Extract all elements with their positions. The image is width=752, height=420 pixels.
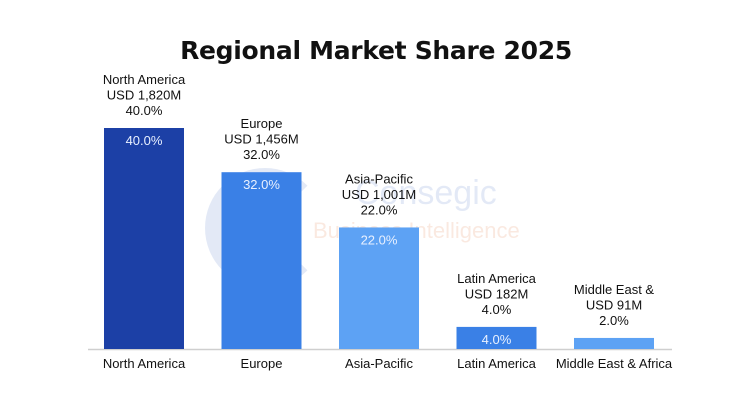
bar-north-america: [104, 128, 184, 349]
bar-inner-label: 22.0%: [361, 232, 398, 247]
bar-annotation-line: 40.0%: [126, 103, 163, 118]
bar-annotation-line: Middle East &: [574, 282, 655, 297]
bar-annotation-line: USD 1,001M: [342, 187, 416, 202]
bar-annotation-line: Asia-Pacific: [345, 171, 413, 186]
bar-inner-label: 32.0%: [243, 177, 280, 192]
bar-annotation-line: Europe: [241, 116, 283, 131]
x-tick-label: Europe: [241, 356, 283, 371]
bar-latin-america: [456, 326, 537, 349]
bar-annotation-line: 32.0%: [243, 147, 280, 162]
bar-asia-pacific: [339, 227, 419, 349]
watermark-text: Consegic: [355, 174, 497, 212]
bar-annotation-line: 22.0%: [361, 202, 398, 217]
bar-annotation-line: North America: [103, 72, 186, 87]
bar-annotation-line: USD 1,820M: [107, 88, 181, 103]
bar-annotation-line: USD 91M: [586, 297, 642, 312]
bar-annotation-line: USD 182M: [465, 286, 529, 301]
bar-inner-label: 40.0%: [126, 133, 163, 148]
x-tick-label: Asia-Pacific: [345, 356, 413, 371]
x-tick-label: Latin America: [457, 356, 537, 371]
x-tick-label: North America: [103, 356, 186, 371]
bar-annotation-line: 4.0%: [482, 302, 512, 317]
bar-inner-label: 4.0%: [482, 332, 512, 347]
bar-annotation-line: 2.0%: [599, 313, 629, 328]
x-tick-label: Middle East & Africa: [556, 356, 673, 371]
bar-annotation-line: USD 1,456M: [224, 132, 298, 147]
bar-europe: [221, 172, 302, 349]
bar-middle-east-africa: [574, 337, 654, 349]
bar-annotation-line: Latin America: [457, 271, 537, 286]
chart-title: Regional Market Share 2025: [180, 36, 572, 65]
